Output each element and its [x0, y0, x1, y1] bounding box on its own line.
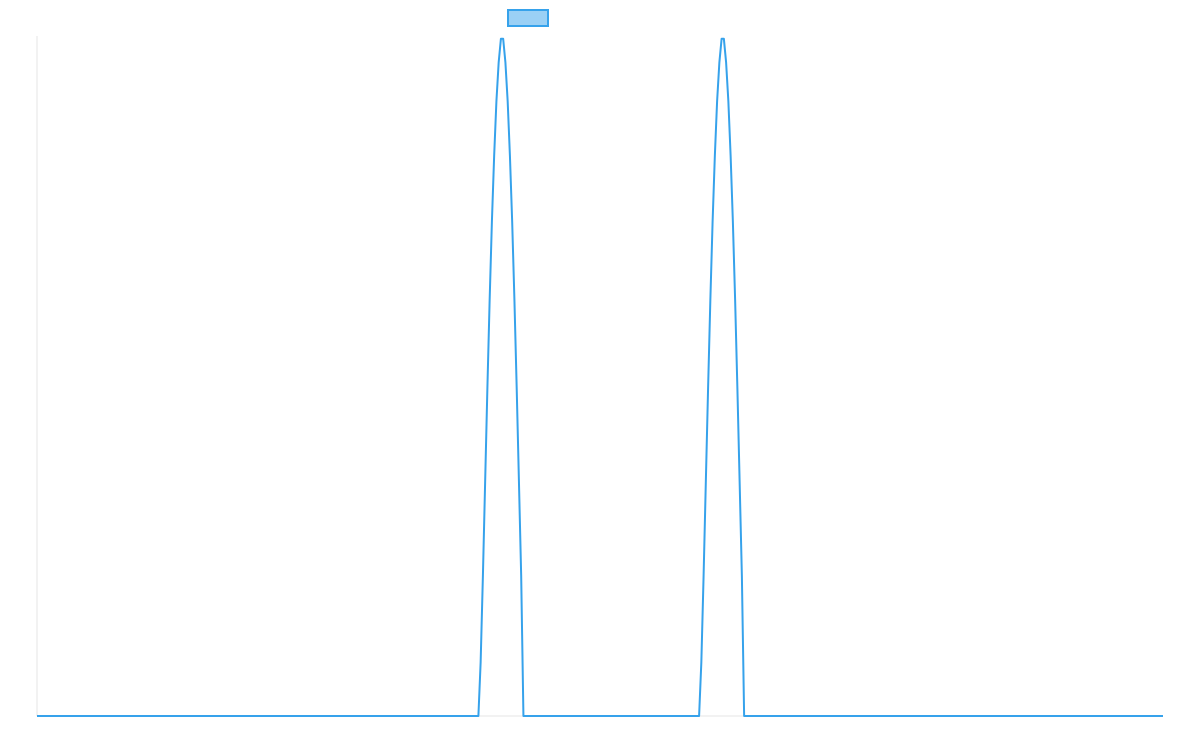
- data-point[interactable]: [701, 573, 707, 579]
- data-point[interactable]: [723, 60, 729, 66]
- data-point[interactable]: [732, 297, 738, 303]
- data-point[interactable]: [482, 478, 488, 484]
- data-point[interactable]: [516, 478, 522, 484]
- data-point[interactable]: [493, 98, 499, 104]
- data-point[interactable]: [518, 573, 524, 579]
- data-point[interactable]: [707, 297, 713, 303]
- data-point[interactable]: [734, 385, 740, 391]
- data-point[interactable]: [514, 385, 520, 391]
- data-point[interactable]: [484, 385, 490, 391]
- data-point[interactable]: [505, 98, 511, 104]
- data-point[interactable]: [496, 60, 502, 66]
- data-point[interactable]: [502, 60, 508, 66]
- data-point[interactable]: [509, 219, 515, 225]
- data-point[interactable]: [1160, 713, 1166, 719]
- data-point[interactable]: [730, 219, 736, 225]
- data-point[interactable]: [507, 153, 513, 159]
- data-point[interactable]: [703, 478, 709, 484]
- data-point[interactable]: [500, 36, 506, 42]
- data-point[interactable]: [739, 573, 745, 579]
- data-point[interactable]: [487, 297, 493, 303]
- data-point[interactable]: [705, 385, 711, 391]
- data-point[interactable]: [721, 36, 727, 42]
- data-point[interactable]: [698, 659, 704, 665]
- data-point[interactable]: [491, 153, 497, 159]
- data-point[interactable]: [714, 98, 720, 104]
- data-point[interactable]: [489, 219, 495, 225]
- series-line-0: [37, 37, 1163, 717]
- data-point[interactable]: [716, 60, 722, 66]
- data-point[interactable]: [520, 713, 526, 719]
- legend-swatch[interactable]: [507, 9, 549, 27]
- data-point[interactable]: [475, 713, 481, 719]
- series-layer: [34, 36, 1166, 719]
- data-point[interactable]: [478, 659, 484, 665]
- data-point[interactable]: [34, 713, 40, 719]
- data-point[interactable]: [480, 573, 486, 579]
- legend[interactable]: [507, 9, 549, 27]
- data-point[interactable]: [725, 98, 731, 104]
- data-point[interactable]: [696, 713, 702, 719]
- data-point[interactable]: [741, 713, 747, 719]
- data-point[interactable]: [712, 153, 718, 159]
- data-point[interactable]: [737, 478, 743, 484]
- data-point[interactable]: [511, 297, 517, 303]
- data-point[interactable]: [728, 153, 734, 159]
- data-point[interactable]: [710, 219, 716, 225]
